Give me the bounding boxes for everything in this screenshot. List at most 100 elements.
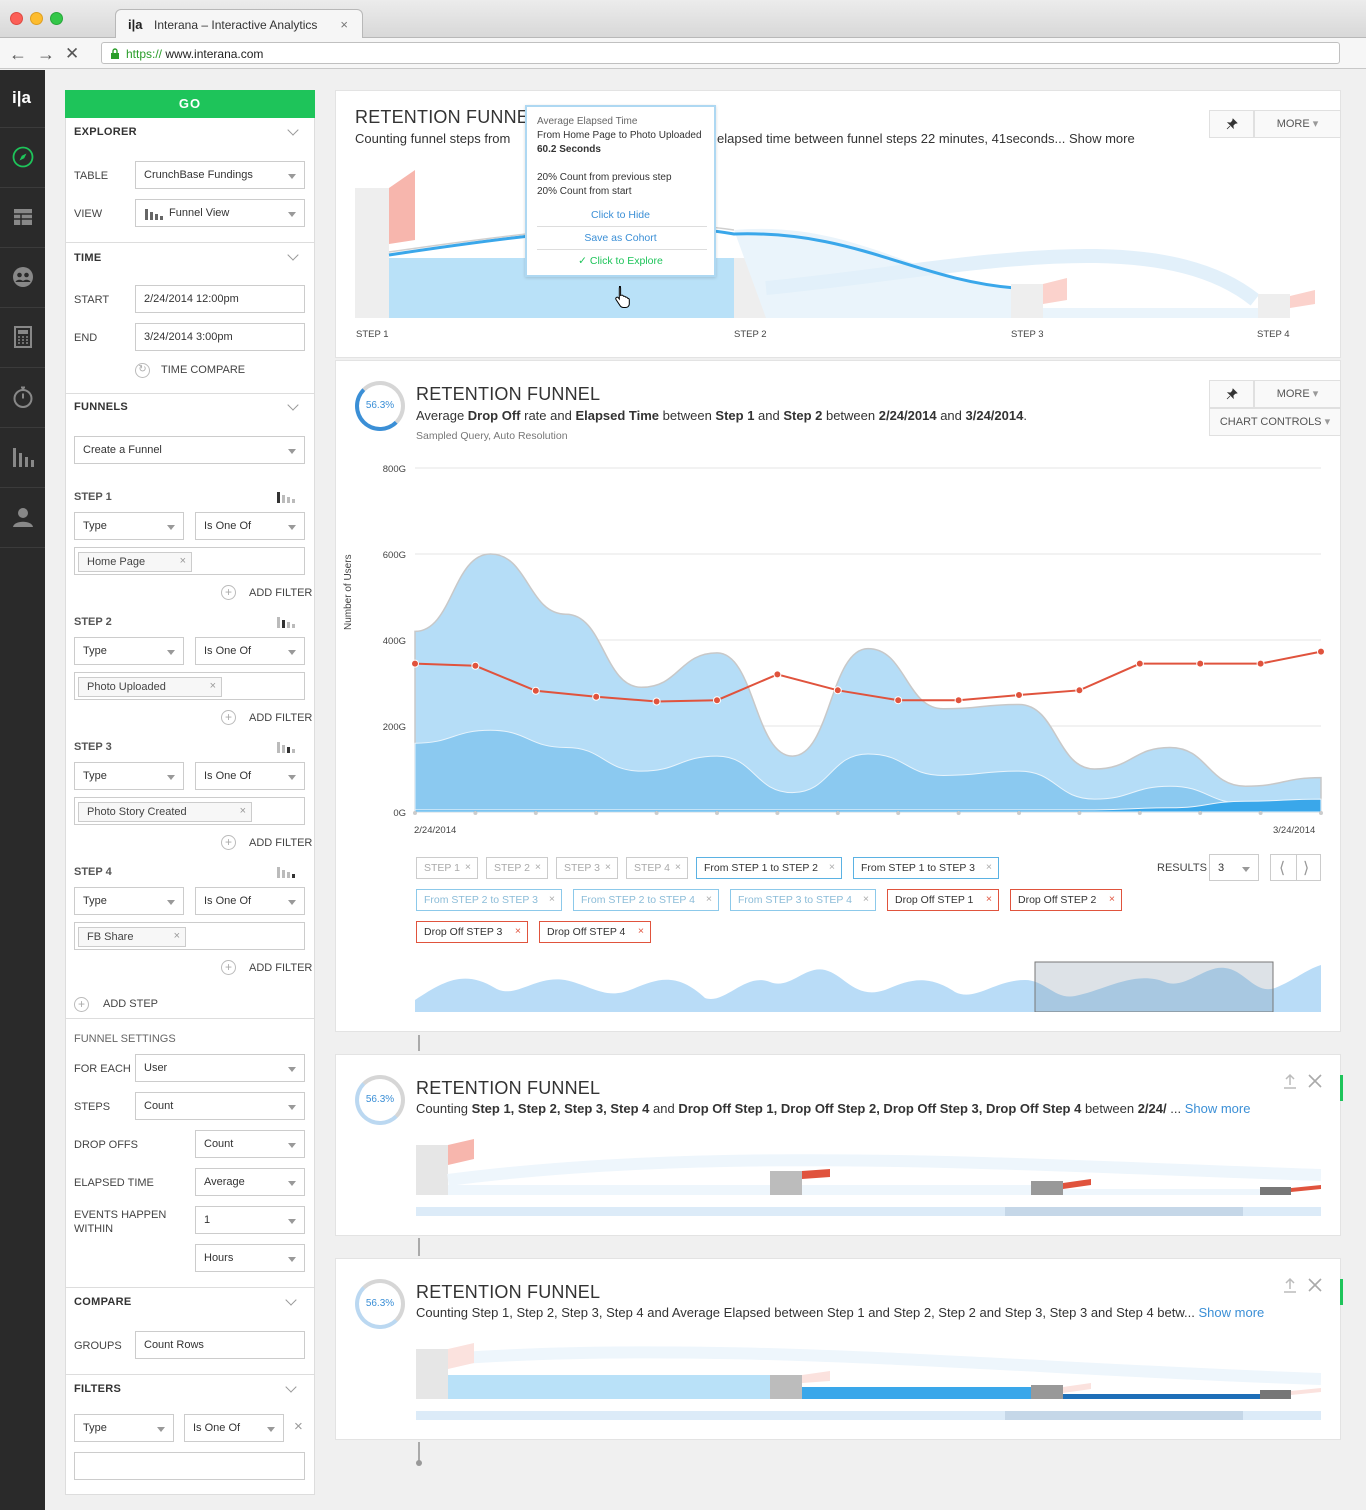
step-type-select[interactable]: Type (74, 637, 184, 665)
remove-tag-icon[interactable]: × (705, 893, 712, 905)
step-operator-select[interactable]: Is One Of (195, 887, 305, 915)
browser-tab[interactable]: i|a Interana – Interactive Analytics × (115, 9, 363, 39)
zoom-window-button[interactable] (50, 12, 63, 25)
tab-close-icon[interactable]: × (340, 17, 348, 32)
events-within-unit-select[interactable]: Hours (195, 1244, 305, 1272)
series-toggle-tag[interactable]: STEP 2 × (486, 857, 548, 879)
filter-value-input[interactable] (74, 1452, 305, 1480)
remove-tag-icon[interactable]: × (828, 861, 835, 873)
step-value-chip[interactable]: Photo Uploaded × (78, 677, 222, 697)
series-toggle-tag[interactable]: From STEP 2 to STEP 3 × (416, 889, 562, 911)
remove-tag-icon[interactable]: × (985, 861, 992, 873)
steps-select[interactable]: Count (135, 1092, 305, 1120)
step-value-chip[interactable]: Home Page × (78, 552, 192, 572)
close-card-icon[interactable] (1308, 1074, 1322, 1088)
step-value-chip[interactable]: Photo Story Created × (78, 802, 252, 822)
nav-explore[interactable] (0, 128, 45, 188)
add-filter-plus-icon[interactable]: + (221, 960, 236, 975)
series-toggle-tag[interactable]: From STEP 1 to STEP 3 × (853, 857, 999, 879)
remove-tag-icon[interactable]: × (548, 893, 555, 905)
add-filter-plus-icon[interactable]: + (221, 710, 236, 725)
next-page-icon[interactable]: ⟩ (1303, 860, 1310, 877)
nav-table[interactable] (0, 188, 45, 248)
remove-tag-icon[interactable]: × (674, 861, 681, 873)
upload-icon[interactable] (1283, 1277, 1297, 1293)
add-filter-button[interactable]: ADD FILTER (249, 587, 313, 599)
step-type-select[interactable]: Type (74, 887, 184, 915)
add-step-button[interactable]: ADD STEP (103, 998, 159, 1010)
table-select[interactable]: CrunchBase Fundings (135, 161, 305, 189)
add-step-plus-icon[interactable]: + (74, 997, 89, 1012)
groups-input[interactable]: Count Rows (135, 1331, 305, 1359)
clear-filter-icon[interactable]: × (294, 1418, 303, 1435)
pin-button[interactable] (1209, 380, 1254, 408)
start-date-input[interactable]: 2/24/2014 12:00pm (135, 285, 305, 313)
step-type-select[interactable]: Type (74, 512, 184, 540)
close-card-icon[interactable] (1308, 1278, 1322, 1292)
prev-page-icon[interactable]: ⟨ (1279, 860, 1286, 877)
elapsed-time-select[interactable]: Average (195, 1168, 305, 1196)
card2-more-menu[interactable]: MORE ▾ (1254, 380, 1341, 408)
series-toggle-tag[interactable]: STEP 3 × (556, 857, 618, 879)
remove-chip-icon[interactable]: × (209, 680, 216, 692)
address-bar[interactable]: https:// www.interana.com (101, 42, 1340, 64)
pin-button[interactable] (1209, 110, 1254, 138)
remove-tag-icon[interactable]: × (514, 925, 521, 937)
nav-calculator[interactable] (0, 308, 45, 368)
tooltip-explore-link[interactable]: ✓ Click to Explore (527, 255, 714, 267)
remove-tag-icon[interactable]: × (534, 861, 541, 873)
forward-icon[interactable]: → (37, 44, 55, 64)
remove-chip-icon[interactable]: × (179, 555, 186, 567)
dropoffs-select[interactable]: Count (195, 1130, 305, 1158)
step-value-chip[interactable]: FB Share × (78, 927, 186, 947)
step-value-input[interactable]: Home Page × (74, 547, 305, 575)
remove-tag-icon[interactable]: × (464, 861, 471, 873)
time-compare-toggle[interactable]: TIME COMPARE (161, 364, 246, 376)
minimize-window-button[interactable] (30, 12, 43, 25)
remove-chip-icon[interactable]: × (239, 805, 246, 817)
nav-funnels[interactable] (0, 428, 45, 488)
tooltip-hide-link[interactable]: Click to Hide (591, 209, 650, 221)
chart-controls-menu[interactable]: CHART CONTROLS ▾ (1209, 408, 1341, 436)
create-funnel-select[interactable]: Create a Funnel (74, 436, 305, 464)
step-operator-select[interactable]: Is One Of (195, 762, 305, 790)
remove-tag-icon[interactable]: × (862, 893, 869, 905)
nav-user[interactable] (0, 488, 45, 548)
card3-show-more-link[interactable]: Show more (1184, 1101, 1251, 1116)
remove-chip-icon[interactable]: × (173, 930, 180, 942)
remove-tag-icon[interactable]: × (604, 861, 611, 873)
series-toggle-tag[interactable]: STEP 1 × (416, 857, 478, 879)
add-filter-button[interactable]: ADD FILTER (249, 712, 313, 724)
remove-tag-icon[interactable]: × (1108, 893, 1115, 905)
series-toggle-tag[interactable]: Drop Off STEP 1 × (887, 889, 999, 911)
nav-cohorts[interactable] (0, 248, 45, 308)
step-value-input[interactable]: Photo Uploaded × (74, 672, 305, 700)
series-toggle-tag[interactable]: Drop Off STEP 2 × (1010, 889, 1122, 911)
overview-selection-window[interactable] (1034, 961, 1274, 1012)
card3-range-selection[interactable] (1005, 1207, 1243, 1216)
card4-range-selection[interactable] (1005, 1411, 1243, 1420)
series-toggle-tag[interactable]: From STEP 2 to STEP 4 × (573, 889, 719, 911)
series-toggle-tag[interactable]: STEP 4 × (626, 857, 688, 879)
card1-more-menu[interactable]: MORE ▾ (1254, 110, 1341, 138)
time-compare-refresh-icon[interactable]: ↻ (135, 363, 150, 378)
filter-type-select[interactable]: Type (74, 1414, 174, 1442)
remove-tag-icon[interactable]: × (637, 925, 644, 937)
end-date-input[interactable]: 3/24/2014 3:00pm (135, 323, 305, 351)
step-operator-select[interactable]: Is One Of (195, 512, 305, 540)
step-type-select[interactable]: Type (74, 762, 184, 790)
card4-show-more-link[interactable]: Show more (1198, 1305, 1265, 1320)
step-operator-select[interactable]: Is One Of (195, 637, 305, 665)
view-select[interactable]: Funnel View (135, 199, 305, 227)
add-filter-button[interactable]: ADD FILTER (249, 962, 313, 974)
results-count-select[interactable]: 3 (1209, 854, 1259, 881)
filter-operator-select[interactable]: Is One Of (184, 1414, 284, 1442)
events-within-amount-select[interactable]: 1 (195, 1206, 305, 1234)
series-toggle-tag[interactable]: Drop Off STEP 4 × (539, 921, 651, 943)
tooltip-save-cohort-link[interactable]: Save as Cohort (584, 232, 657, 244)
card1-show-more-link[interactable]: Show more (1068, 131, 1135, 146)
app-logo[interactable]: i|a (0, 70, 45, 128)
for-each-select[interactable]: User (135, 1054, 305, 1082)
series-toggle-tag[interactable]: Drop Off STEP 3 × (416, 921, 528, 943)
remove-tag-icon[interactable]: × (985, 893, 992, 905)
